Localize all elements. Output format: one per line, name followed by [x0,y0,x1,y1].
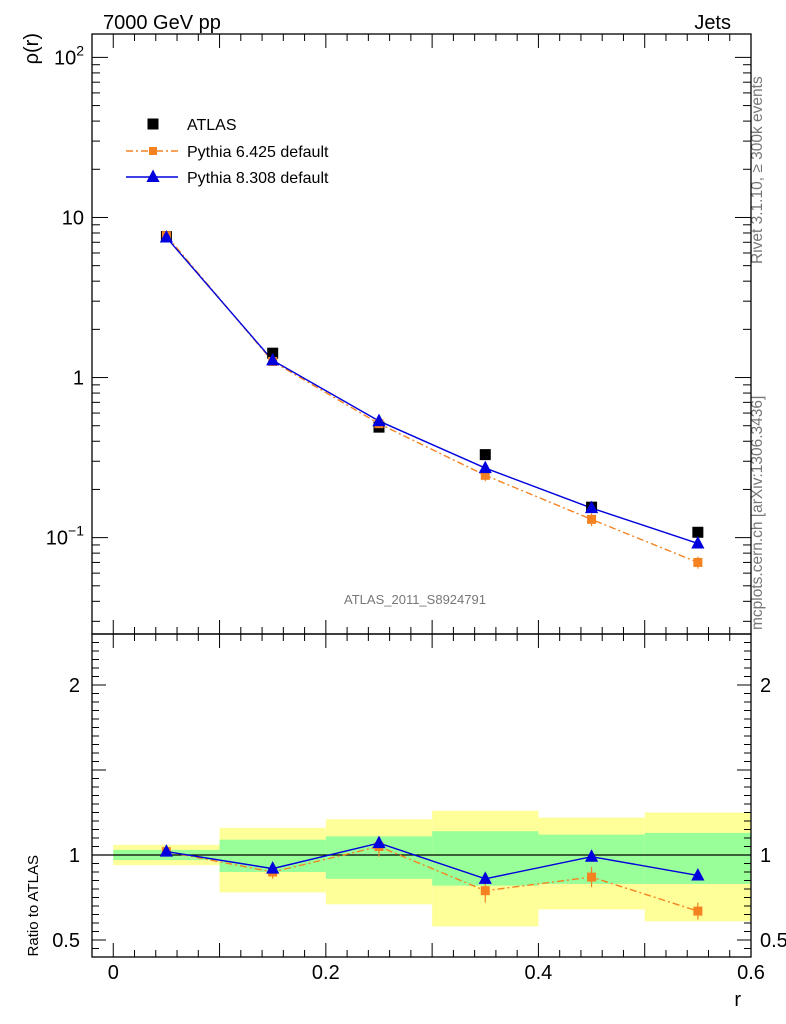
main-data-point [691,535,705,549]
legend-marker [146,169,160,183]
ratio-point [691,867,705,881]
main-y-axis-label: ρ(r) [21,33,43,64]
legend-marker [147,118,159,130]
y-tick-exponent: −1 [68,523,84,539]
y-tick-label: 10−1 [46,523,84,550]
source-label: mcplots.cern.ch [arXiv:1306.3436] [749,396,766,630]
rivet-version-label: Rivet 3.1.10, ≥ 300k events [749,76,766,264]
legend-label: Pythia 6.425 default [187,144,329,161]
ratio-y-tick-label-right: 0.5 [760,930,786,952]
y-tick-exponent: 2 [76,42,84,58]
ratio-y-tick-label-left: 2 [69,675,80,697]
energy-label: 7000 GeV pp [103,12,221,34]
main-data-point [266,352,280,366]
y-tick-base: 10 [46,528,68,550]
main-data-point [478,460,492,474]
ratio-point [478,871,492,884]
ratio-point [587,872,597,882]
legend-label: ATLAS [187,117,237,134]
ratio-y-tick-label-right: 1 [760,845,771,867]
ratio-point [693,906,703,916]
ratio-y-tick-label-right: 2 [760,675,771,697]
x-tick-label: 0.2 [312,962,340,984]
ratio-y-tick-label-left: 0.5 [52,930,80,952]
ratio-point [266,861,280,874]
x-tick-label: 0.6 [737,962,765,984]
y-tick-label: 102 [54,42,84,69]
legend-marker [149,147,157,155]
y-tick-label: 10 [62,207,84,229]
main-data-point [584,500,599,514]
ratio-point [584,849,599,862]
main-series [159,230,705,569]
ratio-y-tick-label-left: 1 [69,845,80,867]
main-data-point [479,449,491,461]
legend: ATLAS Pythia 6.425 default Pythia 8.308 de… [126,117,329,187]
x-tick-label: 0.4 [525,962,553,984]
ratio-point [372,835,386,849]
x-axis-label: r [734,989,741,1011]
ratio-uncertainty-bands [92,810,751,927]
main-series-line [165,235,699,564]
y-tick-label: 1 [73,368,84,390]
analysis-id-label: ATLAS_2011_S8924791 [344,592,486,607]
ratio-series [159,835,705,920]
main-data-point [372,413,386,427]
main-data-point [693,557,703,567]
x-tick-label: 0 [108,962,119,984]
ratio-series-line [166,842,698,880]
ratio-point [480,886,490,896]
ratio-series-line [166,845,699,912]
legend-label: Pythia 8.308 default [187,170,329,187]
y-tick-base: 10 [54,47,76,69]
process-label: Jets [694,12,731,34]
main-data-point [159,230,174,243]
main-series-line [165,237,699,545]
ratio-y-axis-label: Ratio to ATLAS [25,855,42,956]
main-data-point [587,514,597,524]
main-data-point [692,526,704,538]
ratio-point [159,844,174,857]
main-data-point [480,470,490,480]
